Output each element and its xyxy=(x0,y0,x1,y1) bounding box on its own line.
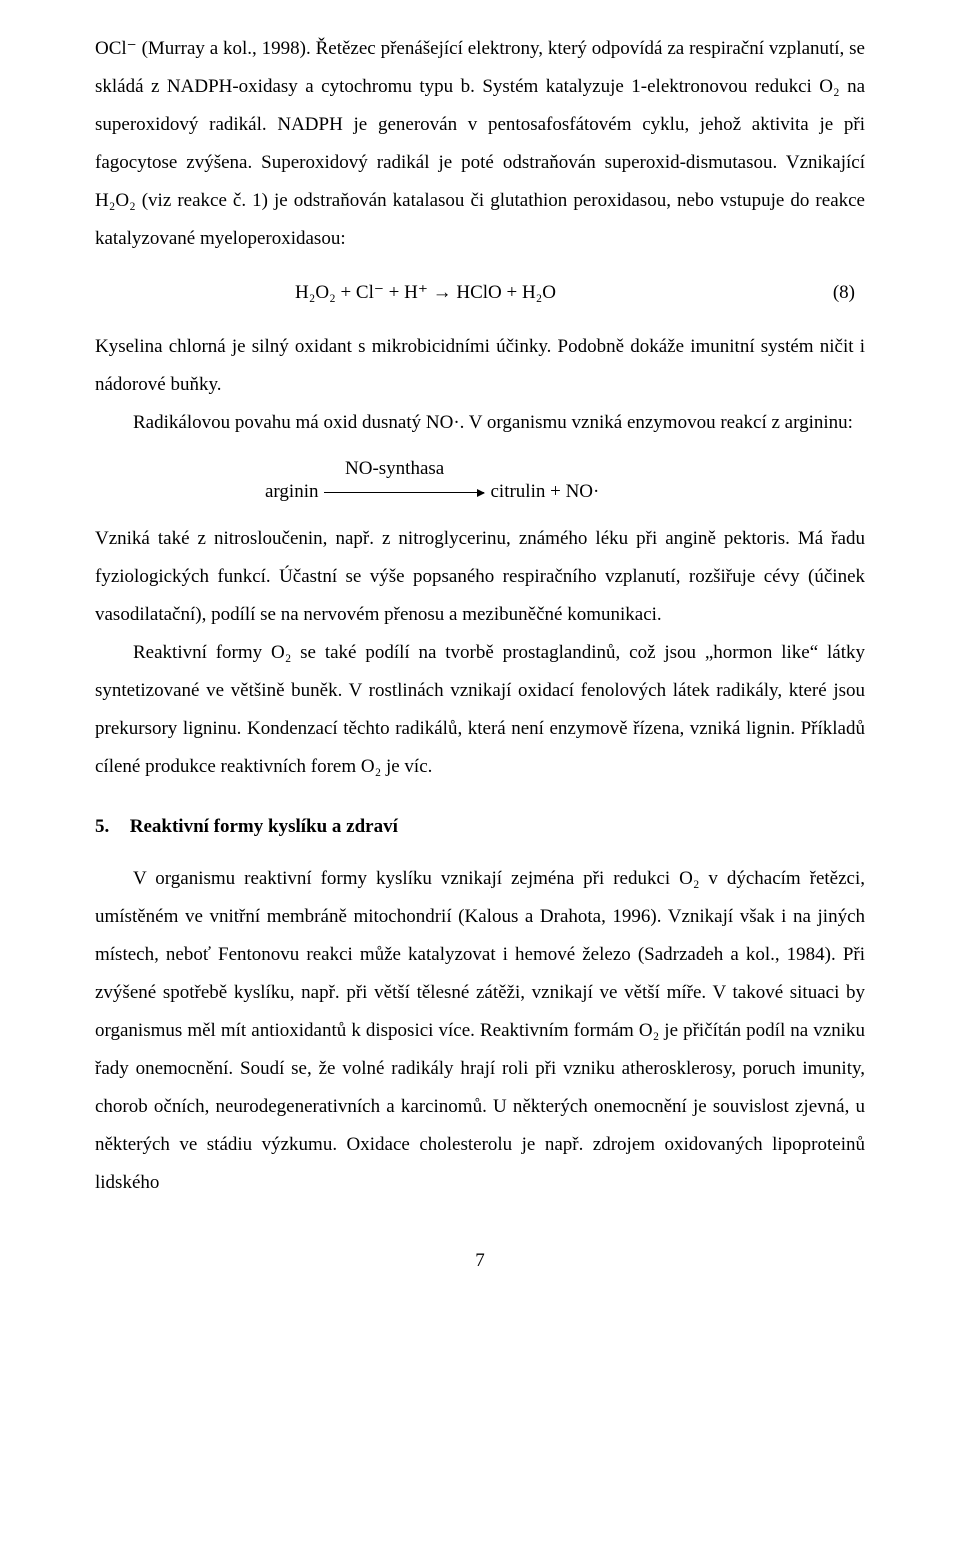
equation-9-top-label: NO-synthasa xyxy=(345,458,865,481)
paragraph-5: Reaktivní formy O₂ se také podílí na tvo… xyxy=(95,634,865,786)
reaction-arrow-icon xyxy=(324,492,484,493)
equation-9: NO-synthasa arginin citrulin + NO· (9) xyxy=(265,458,865,504)
equation-9-right: citrulin + NO· xyxy=(490,481,599,504)
page: OCl⁻ (Murray a kol., 1998). Řetězec přen… xyxy=(0,0,960,1541)
section-title: Reaktivní formy kyslíku a zdraví xyxy=(130,816,398,837)
equation-8-number: (8) xyxy=(833,274,855,312)
equation-8-formula: H₂O₂ + Cl⁻ + H⁺ → HClO + H₂O xyxy=(295,274,556,312)
paragraph-3: Radikálovou povahu má oxid dusnatý NO·. … xyxy=(95,404,865,442)
equation-9-left: arginin xyxy=(265,481,318,504)
equation-8: H₂O₂ + Cl⁻ + H⁺ → HClO + H₂O (8) xyxy=(95,274,865,312)
paragraph-1: OCl⁻ (Murray a kol., 1998). Řetězec přen… xyxy=(95,30,865,258)
section-heading-5: 5. Reaktivní formy kyslíku a zdraví xyxy=(95,808,865,846)
paragraph-6: V organismu reaktivní formy kyslíku vzni… xyxy=(95,860,865,1202)
paragraph-4: Vzniká také z nitrosloučenin, např. z ni… xyxy=(95,520,865,634)
page-number: 7 xyxy=(95,1242,865,1280)
paragraph-2: Kyselina chlorná je silný oxidant s mikr… xyxy=(95,328,865,404)
section-number: 5. xyxy=(95,808,125,846)
